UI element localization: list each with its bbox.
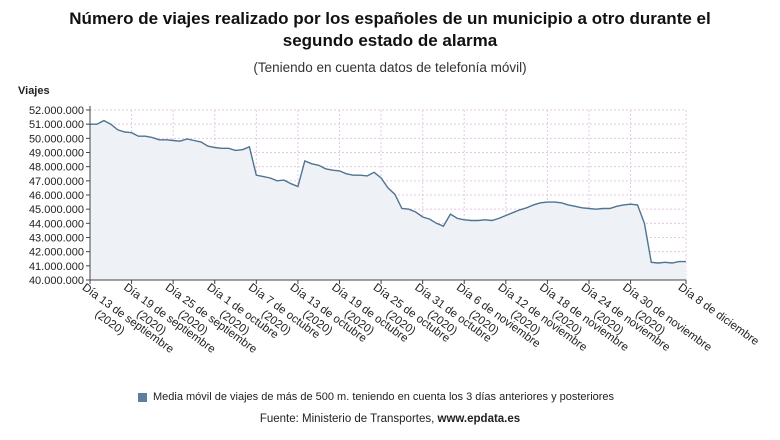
y-axis-label: Viajes [18, 85, 50, 97]
y-tick-label: 41.000.000 [29, 261, 84, 273]
x-axis-ticks: Día 13 de septiembre(2020)Día 19 de sept… [80, 280, 761, 356]
chart-title: Número de viajes realizado por los españ… [0, 8, 780, 52]
y-tick-label: 48.000.000 [29, 162, 84, 174]
chart-title-line1: Número de viajes realizado por los españ… [69, 9, 711, 28]
y-tick-label: 51.000.000 [29, 119, 84, 131]
y-tick-label: 47.000.000 [29, 176, 84, 188]
y-tick-label: 42.000.000 [29, 247, 84, 259]
legend: Media móvil de viajes de más de 500 m. t… [138, 391, 614, 403]
series-area [90, 120, 686, 280]
legend-label: Media móvil de viajes de más de 500 m. t… [153, 391, 615, 403]
axes [89, 106, 686, 281]
y-tick-label: 49.000.000 [29, 148, 84, 160]
chart-subtitle: (Teniendo en cuenta datos de telefonía m… [253, 60, 527, 75]
source-prefix: Fuente: Ministerio de Transportes, [259, 413, 438, 425]
source-note: Fuente: Ministerio de Transportes, www.e… [0, 413, 780, 425]
y-tick-label: 52.000.000 [29, 105, 84, 117]
chart-title-line2: segundo estado de alarma [282, 31, 498, 50]
y-tick-label: 45.000.000 [29, 204, 84, 216]
source-site: www.epdata.es [437, 413, 521, 425]
y-tick-label: 50.000.000 [29, 133, 84, 145]
y-tick-label: 43.000.000 [29, 233, 84, 245]
series-line [90, 119, 686, 264]
legend-swatch [138, 392, 147, 402]
y-axis-ticks: 40.000.000 41.000.000 42.000.000 43.000.000… [29, 105, 90, 287]
y-tick-label: 40.000.000 [29, 275, 84, 287]
y-tick-label: 44.000.000 [29, 218, 84, 230]
y-tick-label: 46.000.000 [29, 190, 84, 202]
